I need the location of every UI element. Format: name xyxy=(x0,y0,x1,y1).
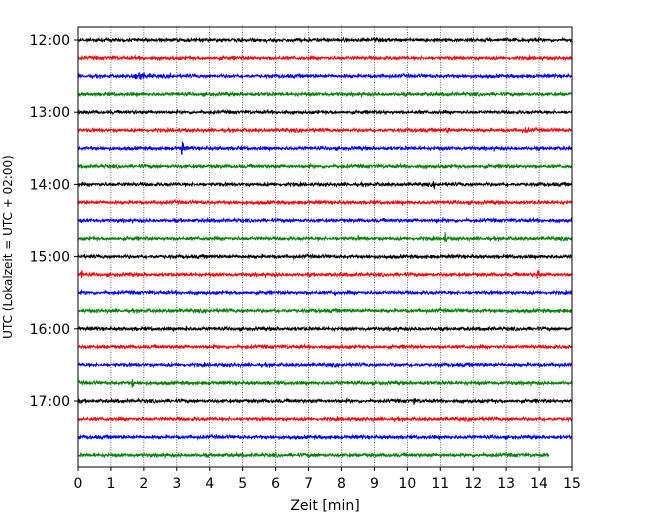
x-tick-label: 5 xyxy=(238,476,247,492)
x-tick-label: 7 xyxy=(304,476,313,492)
y-tick-label: 15:00 xyxy=(30,250,70,266)
x-tick-label: 1 xyxy=(106,476,115,492)
trace-line xyxy=(77,433,573,441)
x-axis-label: Zeit [min] xyxy=(290,498,359,514)
x-tick-label: 12 xyxy=(464,476,482,492)
x-tick-label: 14 xyxy=(530,476,548,492)
x-tick-label: 13 xyxy=(497,476,515,492)
trace-line xyxy=(77,415,573,423)
x-tick-label: 9 xyxy=(370,476,379,492)
trace-line xyxy=(77,35,573,44)
x-tick-label: 0 xyxy=(74,476,83,492)
trace-line xyxy=(77,216,573,225)
x-tick-label: 4 xyxy=(205,476,214,492)
x-tick-label: 10 xyxy=(398,476,416,492)
trace-line xyxy=(77,108,573,116)
x-tick-label: 2 xyxy=(139,476,148,492)
trace-line xyxy=(77,270,573,279)
trace-line xyxy=(77,396,573,406)
trace-line xyxy=(77,141,573,155)
x-tick-label: 3 xyxy=(172,476,181,492)
seismic-traces xyxy=(77,35,573,460)
x-tick-label: 11 xyxy=(431,476,449,492)
trace-line xyxy=(77,126,573,134)
trace-line xyxy=(77,306,573,315)
y-tick-label: 13:00 xyxy=(30,105,70,121)
trace-line xyxy=(77,378,573,388)
y-axis-label: UTC (Lokalzeit = UTC + 02:00) xyxy=(1,155,15,339)
trace-line xyxy=(77,451,550,460)
y-tick-label: 16:00 xyxy=(30,322,70,338)
y-tick-label: 17:00 xyxy=(30,394,70,410)
y-tick-label: 14:00 xyxy=(30,177,70,193)
trace-line xyxy=(77,90,573,99)
trace-line xyxy=(77,72,573,80)
trace-line xyxy=(77,288,573,297)
trace-line xyxy=(77,342,573,351)
x-tick-label: 6 xyxy=(271,476,280,492)
trace-line xyxy=(77,54,573,62)
trace-line xyxy=(77,361,573,369)
trace-line xyxy=(77,198,573,207)
x-tick-label: 15 xyxy=(563,476,581,492)
y-axis-ticks: 12:00 13:00 14:00 15:00 16:00 17:00 xyxy=(30,33,78,410)
trace-line xyxy=(77,231,573,243)
plot-frame xyxy=(77,26,573,468)
x-axis-ticks: 0 1 2 3 4 5 6 7 8 9 10 11 12 13 14 15 xyxy=(74,467,581,492)
grid-lines xyxy=(110,27,540,467)
y-tick-label: 12:00 xyxy=(30,33,70,49)
trace-line xyxy=(77,325,573,333)
trace-line xyxy=(77,180,573,190)
trace-line xyxy=(77,162,573,170)
trace-line xyxy=(77,252,573,261)
x-tick-label: 8 xyxy=(337,476,346,492)
